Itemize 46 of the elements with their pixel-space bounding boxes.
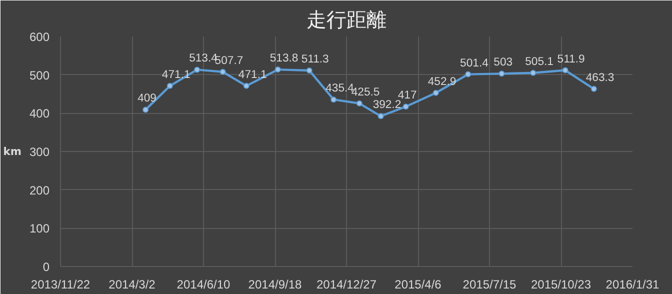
x-tick-label: 2014/9/18 (248, 278, 302, 292)
point (432, 90, 439, 96)
data-label: 503 (494, 56, 513, 69)
x-tick-label: 2015/10/23 (530, 278, 592, 292)
y-axis-title: km (3, 145, 22, 158)
x-tick-label: 2016/1/31 (606, 278, 660, 292)
y-tick-label: 400 (29, 106, 50, 121)
data-label: 513.8 (270, 52, 298, 65)
data-label: 505.1 (525, 56, 554, 68)
y-tick-label: 500 (29, 68, 50, 82)
y-tick-label: 300 (29, 145, 50, 159)
x-tick-label: 2014/3/2 (108, 278, 156, 292)
data-label: 392.2 (372, 99, 402, 112)
y-tick-label: 200 (29, 183, 50, 198)
x-tick-label: 2013/11/22 (30, 278, 90, 292)
point (166, 82, 173, 89)
point (194, 66, 200, 73)
point (402, 104, 409, 110)
point (498, 70, 505, 77)
y-tick-label: 0 (42, 260, 50, 274)
y-tick-label: 600 (29, 30, 50, 44)
point (274, 66, 281, 73)
data-label: 511.3 (301, 54, 329, 66)
point (530, 70, 536, 76)
chart-title: 走行距離 (306, 8, 386, 32)
point (243, 82, 250, 89)
point (562, 67, 568, 74)
point (378, 113, 384, 120)
point (142, 106, 149, 113)
x-tick-label: 2014/6/10 (176, 278, 231, 292)
data-label: 471.1 (238, 68, 267, 81)
point (220, 68, 226, 75)
data-label: 511.9 (557, 53, 585, 66)
point (306, 68, 312, 74)
data-label: 409 (138, 92, 156, 105)
data-label: 501.4 (460, 57, 488, 70)
data-label: 463.3 (586, 72, 614, 84)
x-tick-label: 2015/4/6 (394, 278, 442, 292)
y-tick-label: 100 (29, 222, 50, 236)
x-tick-label: 2015/7/15 (462, 278, 517, 292)
point (330, 96, 337, 103)
point (356, 100, 362, 106)
point (465, 71, 472, 78)
data-label: 425.5 (351, 86, 380, 98)
point (590, 86, 597, 92)
x-tick-label: 2014/12/27 (316, 278, 377, 292)
